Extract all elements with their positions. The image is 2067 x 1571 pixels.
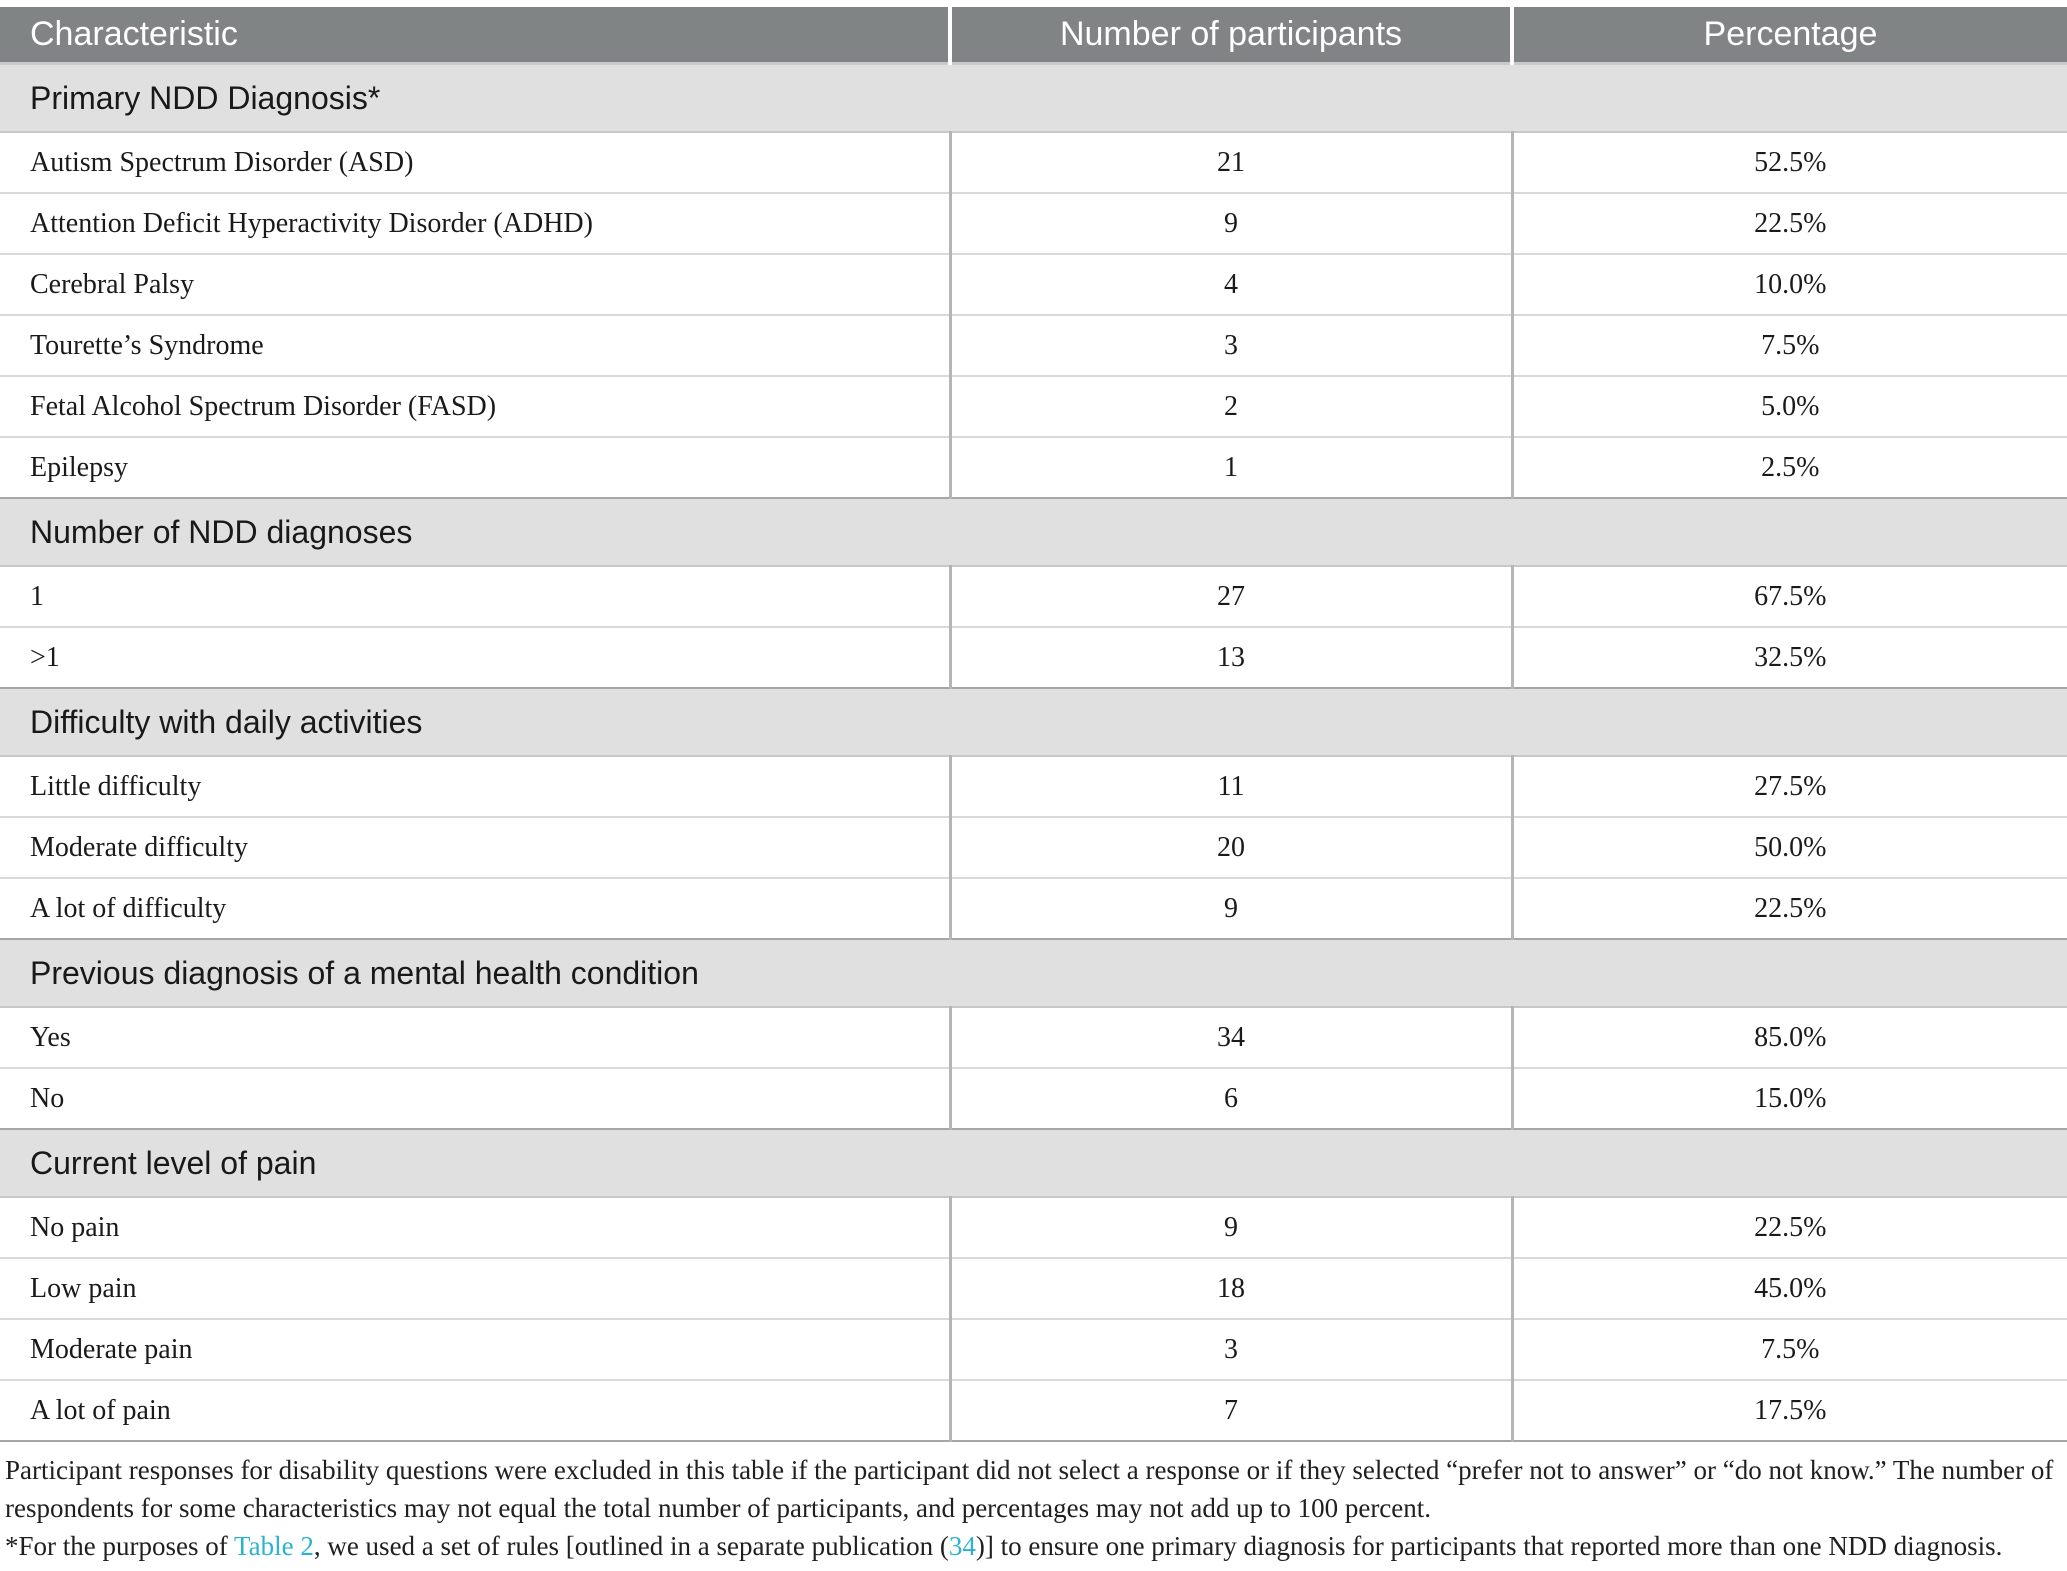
- footnote-general-text: Participant responses for disability que…: [5, 1455, 2054, 1523]
- row-count: 1: [948, 436, 1512, 498]
- table-2-link[interactable]: Table 2: [234, 1531, 314, 1561]
- row-count: 20: [948, 816, 1512, 878]
- footnote-asterisk-pre: *For the purposes of: [5, 1531, 234, 1561]
- row-label: Yes: [0, 1006, 950, 1068]
- row-percentage: 52.5%: [1510, 131, 2067, 193]
- row-label: Cerebral Palsy: [0, 253, 950, 315]
- column-header-participants: Number of participants: [948, 7, 1512, 65]
- row-percentage: 27.5%: [1510, 755, 2067, 817]
- row-count: 18: [948, 1257, 1512, 1319]
- row-label: Tourette’s Syndrome: [0, 314, 950, 376]
- row-count: 2: [948, 375, 1512, 437]
- row-count: 34: [948, 1006, 1512, 1068]
- row-label: Little difficulty: [0, 755, 950, 817]
- section-title: Number of NDD diagnoses: [0, 497, 2067, 567]
- row-count: 7: [948, 1379, 1512, 1441]
- table-row: Moderate difficulty 20 50.0%: [0, 816, 2067, 878]
- row-label: >1: [0, 626, 950, 688]
- row-count: 6: [948, 1067, 1512, 1129]
- row-percentage: 5.0%: [1510, 375, 2067, 437]
- row-count: 9: [948, 877, 1512, 939]
- row-label: Low pain: [0, 1257, 950, 1319]
- table-row: No 6 15.0%: [0, 1067, 2067, 1129]
- row-count: 3: [948, 1318, 1512, 1380]
- row-count: 4: [948, 253, 1512, 315]
- table-row: Attention Deficit Hyperactivity Disorder…: [0, 192, 2067, 254]
- footnote-asterisk-mid: , we used a set of rules [outlined in a …: [313, 1531, 949, 1561]
- table-row: Low pain 18 45.0%: [0, 1257, 2067, 1319]
- table-row: Cerebral Palsy 4 10.0%: [0, 253, 2067, 315]
- row-label: Autism Spectrum Disorder (ASD): [0, 131, 950, 193]
- row-label: No pain: [0, 1196, 950, 1258]
- row-percentage: 85.0%: [1510, 1006, 2067, 1068]
- participant-characteristics-table: Characteristic Number of participants Pe…: [0, 7, 2067, 1442]
- table-row: Epilepsy 1 2.5%: [0, 436, 2067, 498]
- row-label: Moderate difficulty: [0, 816, 950, 878]
- section-row-previous-mental-health-diagnosis: Previous diagnosis of a mental health co…: [0, 938, 2067, 1008]
- reference-34-link[interactable]: 34: [948, 1531, 976, 1561]
- section-row-number-of-ndd-diagnoses: Number of NDD diagnoses: [0, 497, 2067, 567]
- row-count: 9: [948, 192, 1512, 254]
- section-row-difficulty-daily-activities: Difficulty with daily activities: [0, 687, 2067, 757]
- footnote-asterisk: *For the purposes of Table 2, we used a …: [5, 1527, 2065, 1565]
- table-row: 1 27 67.5%: [0, 565, 2067, 627]
- row-count: 11: [948, 755, 1512, 817]
- row-label: 1: [0, 565, 950, 627]
- row-percentage: 2.5%: [1510, 436, 2067, 498]
- row-percentage: 22.5%: [1510, 192, 2067, 254]
- footnote-general: Participant responses for disability que…: [5, 1451, 2065, 1527]
- row-percentage: 10.0%: [1510, 253, 2067, 315]
- row-label: A lot of pain: [0, 1379, 950, 1441]
- row-percentage: 7.5%: [1510, 314, 2067, 376]
- row-label: No: [0, 1067, 950, 1129]
- row-label: Fetal Alcohol Spectrum Disorder (FASD): [0, 375, 950, 437]
- row-percentage: 17.5%: [1510, 1379, 2067, 1441]
- footnote-asterisk-post: )] to ensure one primary diagnosis for p…: [975, 1531, 2003, 1561]
- table-row: Autism Spectrum Disorder (ASD) 21 52.5%: [0, 131, 2067, 193]
- row-percentage: 45.0%: [1510, 1257, 2067, 1319]
- row-percentage: 22.5%: [1510, 1196, 2067, 1258]
- table-row: No pain 9 22.5%: [0, 1196, 2067, 1258]
- section-title: Previous diagnosis of a mental health co…: [0, 938, 2067, 1008]
- row-percentage: 32.5%: [1510, 626, 2067, 688]
- table-row: Little difficulty 11 27.5%: [0, 755, 2067, 817]
- table-row: Fetal Alcohol Spectrum Disorder (FASD) 2…: [0, 375, 2067, 437]
- table-footnotes: Participant responses for disability que…: [0, 1451, 2067, 1565]
- row-count: 13: [948, 626, 1512, 688]
- table-row: >1 13 32.5%: [0, 626, 2067, 688]
- row-count: 27: [948, 565, 1512, 627]
- section-title: Current level of pain: [0, 1128, 2067, 1198]
- row-percentage: 22.5%: [1510, 877, 2067, 939]
- table-row: A lot of difficulty 9 22.5%: [0, 877, 2067, 939]
- row-percentage: 7.5%: [1510, 1318, 2067, 1380]
- row-label: A lot of difficulty: [0, 877, 950, 939]
- row-count: 9: [948, 1196, 1512, 1258]
- table-row: A lot of pain 7 17.5%: [0, 1379, 2067, 1441]
- section-title: Primary NDD Diagnosis*: [0, 62, 2067, 133]
- column-header-percentage: Percentage: [1510, 7, 2067, 65]
- table-row: Yes 34 85.0%: [0, 1006, 2067, 1068]
- row-percentage: 50.0%: [1510, 816, 2067, 878]
- table-header-row: Characteristic Number of participants Pe…: [0, 7, 2067, 65]
- row-label: Epilepsy: [0, 436, 950, 498]
- table-row: Moderate pain 3 7.5%: [0, 1318, 2067, 1380]
- section-title: Difficulty with daily activities: [0, 687, 2067, 757]
- column-header-characteristic: Characteristic: [0, 7, 950, 65]
- row-percentage: 67.5%: [1510, 565, 2067, 627]
- section-row-current-level-of-pain: Current level of pain: [0, 1128, 2067, 1198]
- table-row: Tourette’s Syndrome 3 7.5%: [0, 314, 2067, 376]
- row-label: Attention Deficit Hyperactivity Disorder…: [0, 192, 950, 254]
- row-count: 3: [948, 314, 1512, 376]
- row-count: 21: [948, 131, 1512, 193]
- section-row-primary-ndd-diagnosis: Primary NDD Diagnosis*: [0, 62, 2067, 133]
- row-label: Moderate pain: [0, 1318, 950, 1380]
- row-percentage: 15.0%: [1510, 1067, 2067, 1129]
